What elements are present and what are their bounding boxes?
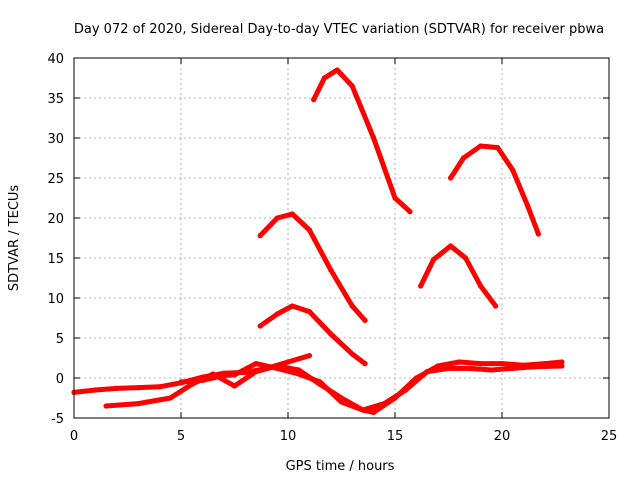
data-point	[306, 309, 312, 315]
data-point	[135, 385, 141, 391]
data-point	[289, 211, 295, 217]
data-point	[478, 143, 484, 149]
data-point	[257, 233, 263, 239]
plot-frame	[73, 57, 610, 419]
y-tick-label: 0	[56, 372, 64, 387]
data-point	[285, 359, 291, 365]
data-series	[71, 67, 565, 415]
data-point	[349, 351, 355, 357]
data-point	[349, 303, 355, 309]
y-tick-label: 5	[56, 332, 64, 347]
series-line-arc-e	[257, 211, 368, 323]
data-point	[499, 361, 505, 367]
axis-ticks: 0 5 10 15 20 25 -5 0 5 10 15 20 25 30 35 40	[47, 52, 617, 444]
data-point	[478, 361, 484, 367]
data-point	[448, 175, 454, 181]
data-point	[199, 377, 205, 383]
y-tick-label: 30	[47, 132, 64, 147]
data-point	[296, 371, 302, 377]
data-point	[321, 75, 327, 81]
data-point	[371, 409, 377, 415]
x-tick-label: 20	[494, 429, 511, 444]
y-tick-label: 20	[47, 212, 64, 227]
y-tick-label: 10	[47, 292, 64, 307]
data-point	[362, 361, 368, 367]
data-point	[274, 365, 280, 371]
data-point	[495, 145, 501, 151]
x-tick-label: 25	[601, 429, 618, 444]
data-point	[221, 373, 227, 379]
y-tick-label: 35	[47, 92, 64, 107]
data-point	[349, 83, 355, 89]
data-point	[231, 383, 238, 389]
data-point	[430, 257, 437, 263]
x-tick-label: 10	[280, 429, 297, 444]
x-axis-label: GPS time / hours	[286, 459, 395, 474]
data-point	[334, 67, 340, 73]
data-point	[407, 209, 413, 215]
data-point	[531, 364, 537, 370]
data-point	[231, 372, 238, 378]
y-tick-label: -5	[51, 412, 64, 427]
data-point	[157, 384, 163, 390]
data-point	[311, 97, 317, 103]
data-point	[467, 365, 473, 371]
data-point	[274, 311, 280, 317]
data-point	[445, 365, 452, 371]
data-point	[463, 255, 469, 261]
x-tick-label: 15	[387, 429, 404, 444]
data-point	[392, 195, 398, 201]
data-point	[328, 267, 334, 273]
x-tick-label: 0	[70, 429, 78, 444]
data-point	[460, 155, 467, 161]
data-point	[559, 363, 565, 369]
data-point	[403, 387, 409, 393]
y-tick-label: 40	[47, 52, 64, 67]
data-point	[371, 135, 377, 141]
series-line-arc-g	[418, 243, 499, 309]
data-point	[488, 367, 494, 373]
data-point	[306, 353, 312, 359]
data-point	[525, 203, 531, 209]
data-point	[559, 359, 565, 365]
data-point	[492, 303, 499, 309]
data-point	[114, 385, 120, 391]
data-point	[274, 215, 280, 221]
data-point	[253, 369, 259, 375]
y-tick-label: 15	[47, 252, 64, 267]
data-point	[456, 359, 462, 365]
data-point	[167, 395, 173, 401]
data-point	[418, 283, 424, 289]
x-tick-label: 5	[177, 429, 185, 444]
data-point	[362, 317, 368, 323]
data-point	[535, 231, 541, 237]
y-axis-label: SDTVAR / TECUs	[7, 185, 22, 292]
data-point	[510, 167, 516, 173]
series-line-arc-c	[178, 361, 565, 413]
data-point	[381, 401, 387, 407]
data-point	[178, 379, 184, 385]
y-tick-label: 25	[47, 172, 64, 187]
chart-title: Day 072 of 2020, Sidereal Day-to-day VTE…	[74, 22, 604, 37]
data-point	[328, 331, 334, 337]
data-point	[317, 379, 323, 385]
data-point	[448, 243, 454, 249]
data-point	[510, 365, 516, 371]
data-point	[257, 323, 263, 329]
data-point	[289, 303, 295, 309]
data-point	[253, 361, 259, 367]
data-point	[424, 369, 430, 375]
series-line-arc-f	[311, 67, 413, 215]
data-point	[338, 399, 345, 405]
data-point	[103, 403, 109, 409]
data-point	[478, 283, 484, 289]
data-point	[92, 387, 98, 393]
grid	[74, 58, 609, 418]
data-point	[360, 407, 366, 413]
data-point	[306, 227, 312, 233]
data-point	[135, 401, 141, 407]
